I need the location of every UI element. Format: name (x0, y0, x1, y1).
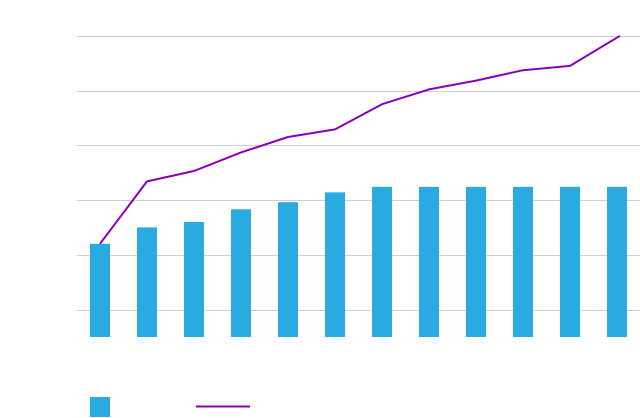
legend-marker-bar (90, 397, 110, 417)
bar (372, 186, 392, 337)
grid-lines (77, 36, 640, 311)
series-line (99, 34, 621, 245)
bar (231, 209, 251, 337)
bar (90, 243, 110, 337)
bar (184, 221, 204, 337)
bar (419, 186, 439, 337)
bar (137, 227, 157, 337)
bar (466, 186, 486, 337)
bar-series (90, 186, 627, 337)
bar (325, 192, 345, 337)
bar (513, 186, 533, 337)
bar (278, 202, 298, 337)
legend (90, 397, 250, 417)
line-series (99, 34, 621, 245)
bar (607, 186, 627, 337)
bar (560, 186, 580, 337)
